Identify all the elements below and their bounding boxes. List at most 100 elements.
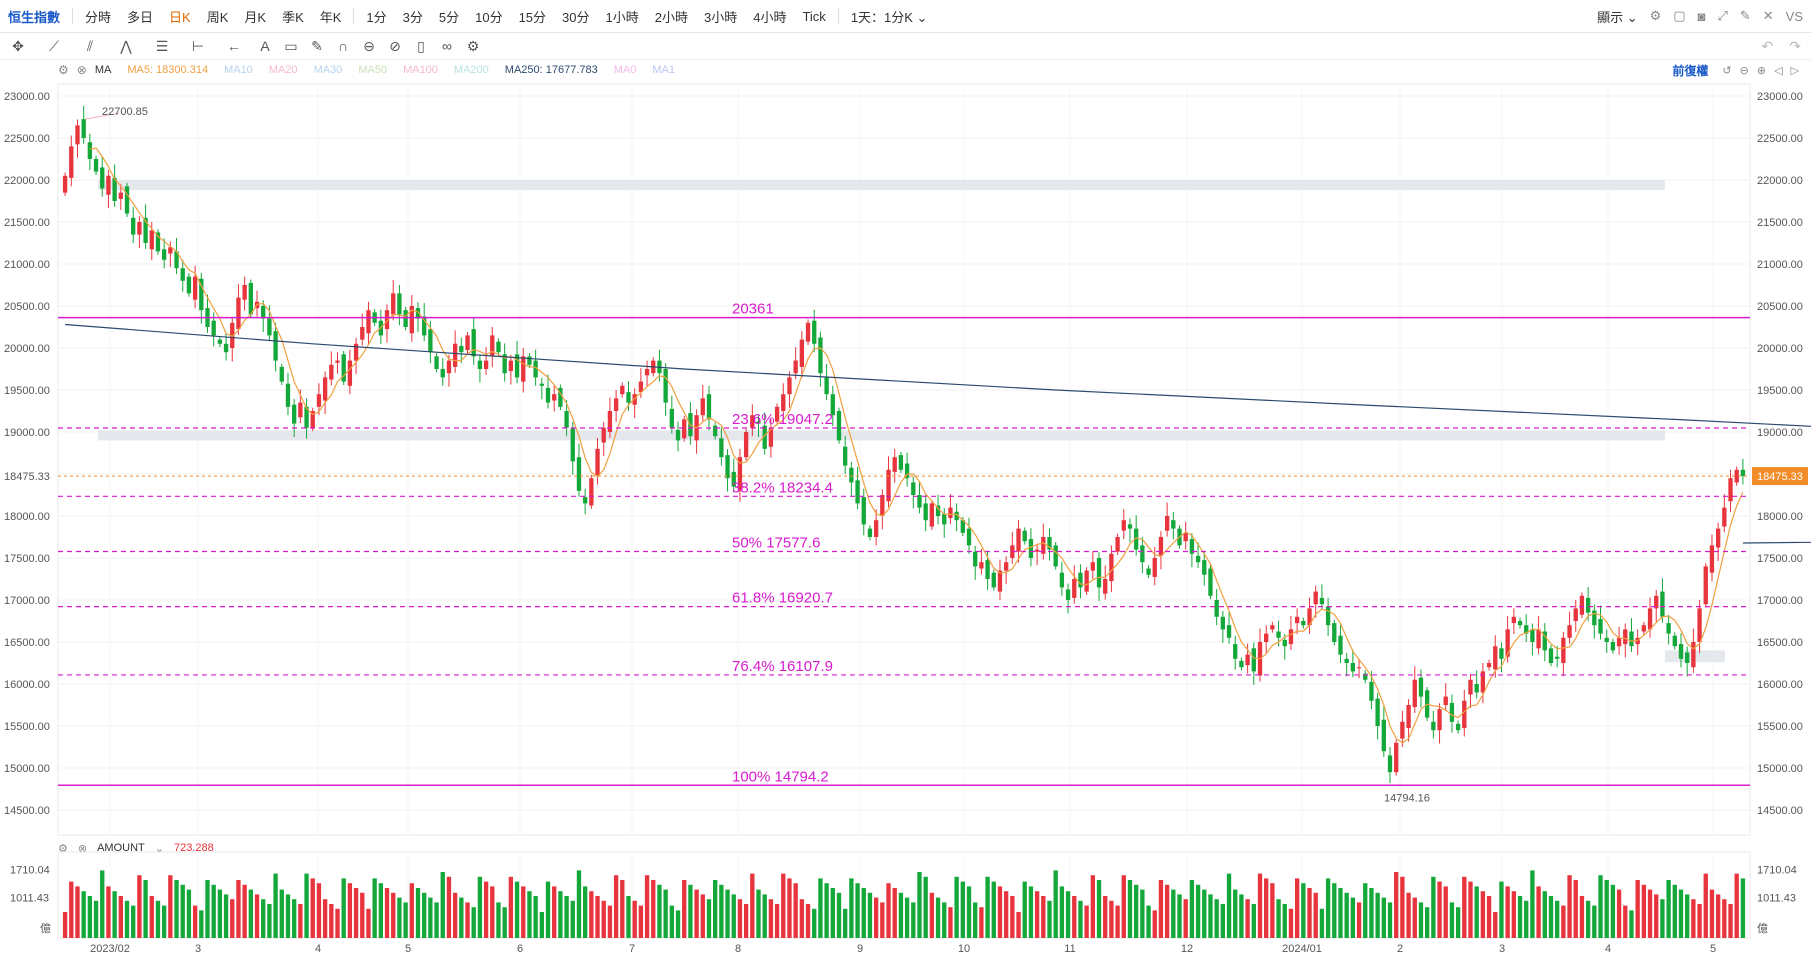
timeframe-5[interactable]: 月K xyxy=(244,9,267,25)
timeframe-10[interactable]: 5分 xyxy=(438,9,460,25)
timeframe-4[interactable]: 周K xyxy=(206,9,229,25)
candle-body xyxy=(1431,721,1436,731)
timeframe-1[interactable]: 分時 xyxy=(85,9,112,25)
wave-tool-icon[interactable]: ⋀ xyxy=(120,37,132,54)
timeframe-19[interactable]: 1天：1分K ⌄ xyxy=(850,9,928,25)
expand-icon[interactable]: ✕ xyxy=(1762,8,1774,23)
zoom-in-icon[interactable]: ⊕ xyxy=(1756,64,1767,77)
link-icon[interactable]: ∞ xyxy=(442,38,452,54)
camera-icon[interactable]: ◙ xyxy=(1697,8,1706,24)
timeframe-2[interactable]: 多日 xyxy=(127,9,154,25)
candle-body xyxy=(923,503,928,521)
volume-bar xyxy=(360,892,365,938)
lock-icon[interactable]: ⊖ xyxy=(363,37,375,54)
timeframe-15[interactable]: 2小時 xyxy=(654,9,688,25)
y-tick-right: 20000.00 xyxy=(1757,343,1803,355)
timeframe-6[interactable]: 季K xyxy=(282,9,304,25)
volume-bar xyxy=(329,904,334,938)
compare-button[interactable]: VS xyxy=(1785,8,1803,24)
edit-icon[interactable]: ✎ xyxy=(1739,8,1751,23)
pencil-icon[interactable]: ✎ xyxy=(311,37,323,54)
hide-icon[interactable]: ⊘ xyxy=(389,37,401,54)
candle-body xyxy=(1610,642,1616,651)
timeframe-13[interactable]: 30分 xyxy=(562,9,590,25)
channel-tool-icon[interactable]: ⫽ xyxy=(86,37,94,54)
candle-body xyxy=(768,427,774,447)
timeframe-11[interactable]: 10分 xyxy=(475,9,503,25)
timeframe-7[interactable]: 年K xyxy=(319,9,342,25)
candle-body xyxy=(675,429,681,441)
volume-bar xyxy=(118,896,123,938)
candle-body xyxy=(1202,560,1207,575)
trash-icon[interactable]: ▯ xyxy=(417,37,425,54)
measure-tool-icon[interactable]: ⊢ xyxy=(191,37,205,54)
timeframe-14[interactable]: 1小時 xyxy=(605,9,639,25)
candle-body xyxy=(174,251,179,269)
candle-body xyxy=(1585,597,1591,613)
chart-controls: 前復權 ↺ ⊖ ⊕ ◁ ▷ xyxy=(1672,61,1799,79)
redo-icon[interactable]: ↷ xyxy=(1789,37,1801,54)
candle-body xyxy=(403,310,408,327)
volume-bar xyxy=(304,873,309,938)
gear-icon[interactable]: ⚙ xyxy=(1649,8,1662,23)
volume-bar xyxy=(601,900,606,938)
candle-body xyxy=(422,316,427,336)
timeframe-8[interactable]: 1分 xyxy=(366,9,387,25)
note-tool-icon[interactable]: ▭ xyxy=(284,37,298,54)
settings-icon[interactable]: ⚙ xyxy=(466,37,480,54)
volume-bar xyxy=(570,900,575,938)
ma-label[interactable]: MA xyxy=(94,64,112,76)
y-tick-right: 19000.00 xyxy=(1757,427,1803,439)
candle-body xyxy=(1548,648,1554,663)
timeframe-18[interactable]: Tick xyxy=(802,8,826,24)
gear-icon[interactable]: ⚙ xyxy=(58,842,68,855)
layout-icon[interactable]: ▢ xyxy=(1673,8,1686,23)
arrow-tool-icon[interactable]: ← xyxy=(227,38,241,54)
candle-body xyxy=(100,167,105,189)
text-tool-icon[interactable]: A xyxy=(260,38,270,54)
timeframe-17[interactable]: 4小時 xyxy=(753,9,787,25)
timeframe-3[interactable]: 日K xyxy=(169,9,191,25)
crosshair-icon[interactable]: ✥ xyxy=(12,37,24,54)
volume-bar xyxy=(1685,894,1690,938)
candle-body xyxy=(1164,516,1170,531)
timeframe-16[interactable]: 3小時 xyxy=(703,9,738,25)
candle-body xyxy=(1592,610,1597,626)
volume-bar xyxy=(613,875,619,938)
close-icon[interactable]: ⊗ xyxy=(76,63,87,77)
candle-body xyxy=(1505,629,1510,657)
chevron-down-icon[interactable]: ⌄ xyxy=(154,842,164,855)
candle-body xyxy=(812,320,817,344)
close-icon[interactable]: ⊗ xyxy=(77,842,88,855)
timeframe-12[interactable]: 15分 xyxy=(518,9,547,25)
candle-body xyxy=(1121,520,1126,531)
y-tick-left: 20500.00 xyxy=(4,301,50,313)
line-tool-icon[interactable]: ⟋ xyxy=(49,37,59,54)
fullscreen-icon[interactable]: ⤢ xyxy=(1717,8,1728,23)
volume-bar xyxy=(1264,878,1269,938)
scroll-right-icon[interactable]: ▷ xyxy=(1790,64,1799,77)
volume-label[interactable]: AMOUNT xyxy=(97,842,145,854)
zoom-out-icon[interactable]: ⊖ xyxy=(1739,64,1749,77)
volume-bar xyxy=(1369,888,1374,938)
candle-body xyxy=(1734,469,1739,483)
volume-bar xyxy=(589,891,594,938)
fib-tool-icon[interactable]: ☰ xyxy=(155,37,169,54)
undo-icon[interactable]: ↶ xyxy=(1761,37,1774,54)
timeframe-9[interactable]: 3分 xyxy=(402,9,423,25)
magnet-icon[interactable]: ∩ xyxy=(337,38,349,54)
candle-body xyxy=(1375,698,1380,726)
reset-icon[interactable]: ↺ xyxy=(1722,64,1732,77)
volume-bar xyxy=(366,908,371,938)
candle-body xyxy=(230,322,235,348)
candle-body xyxy=(1233,644,1238,659)
ma250-line xyxy=(65,323,1811,544)
timeframe-0[interactable]: 恒生指數 xyxy=(8,9,61,25)
candle-body xyxy=(1685,652,1690,663)
adjust-mode-button[interactable]: 前復權 xyxy=(1672,63,1709,78)
gear-icon[interactable]: ⚙ xyxy=(58,63,69,77)
display-menu[interactable]: 顯示 ⌄ xyxy=(1597,9,1638,25)
candle-body xyxy=(935,505,941,516)
scroll-left-icon[interactable]: ◁ xyxy=(1774,64,1783,77)
